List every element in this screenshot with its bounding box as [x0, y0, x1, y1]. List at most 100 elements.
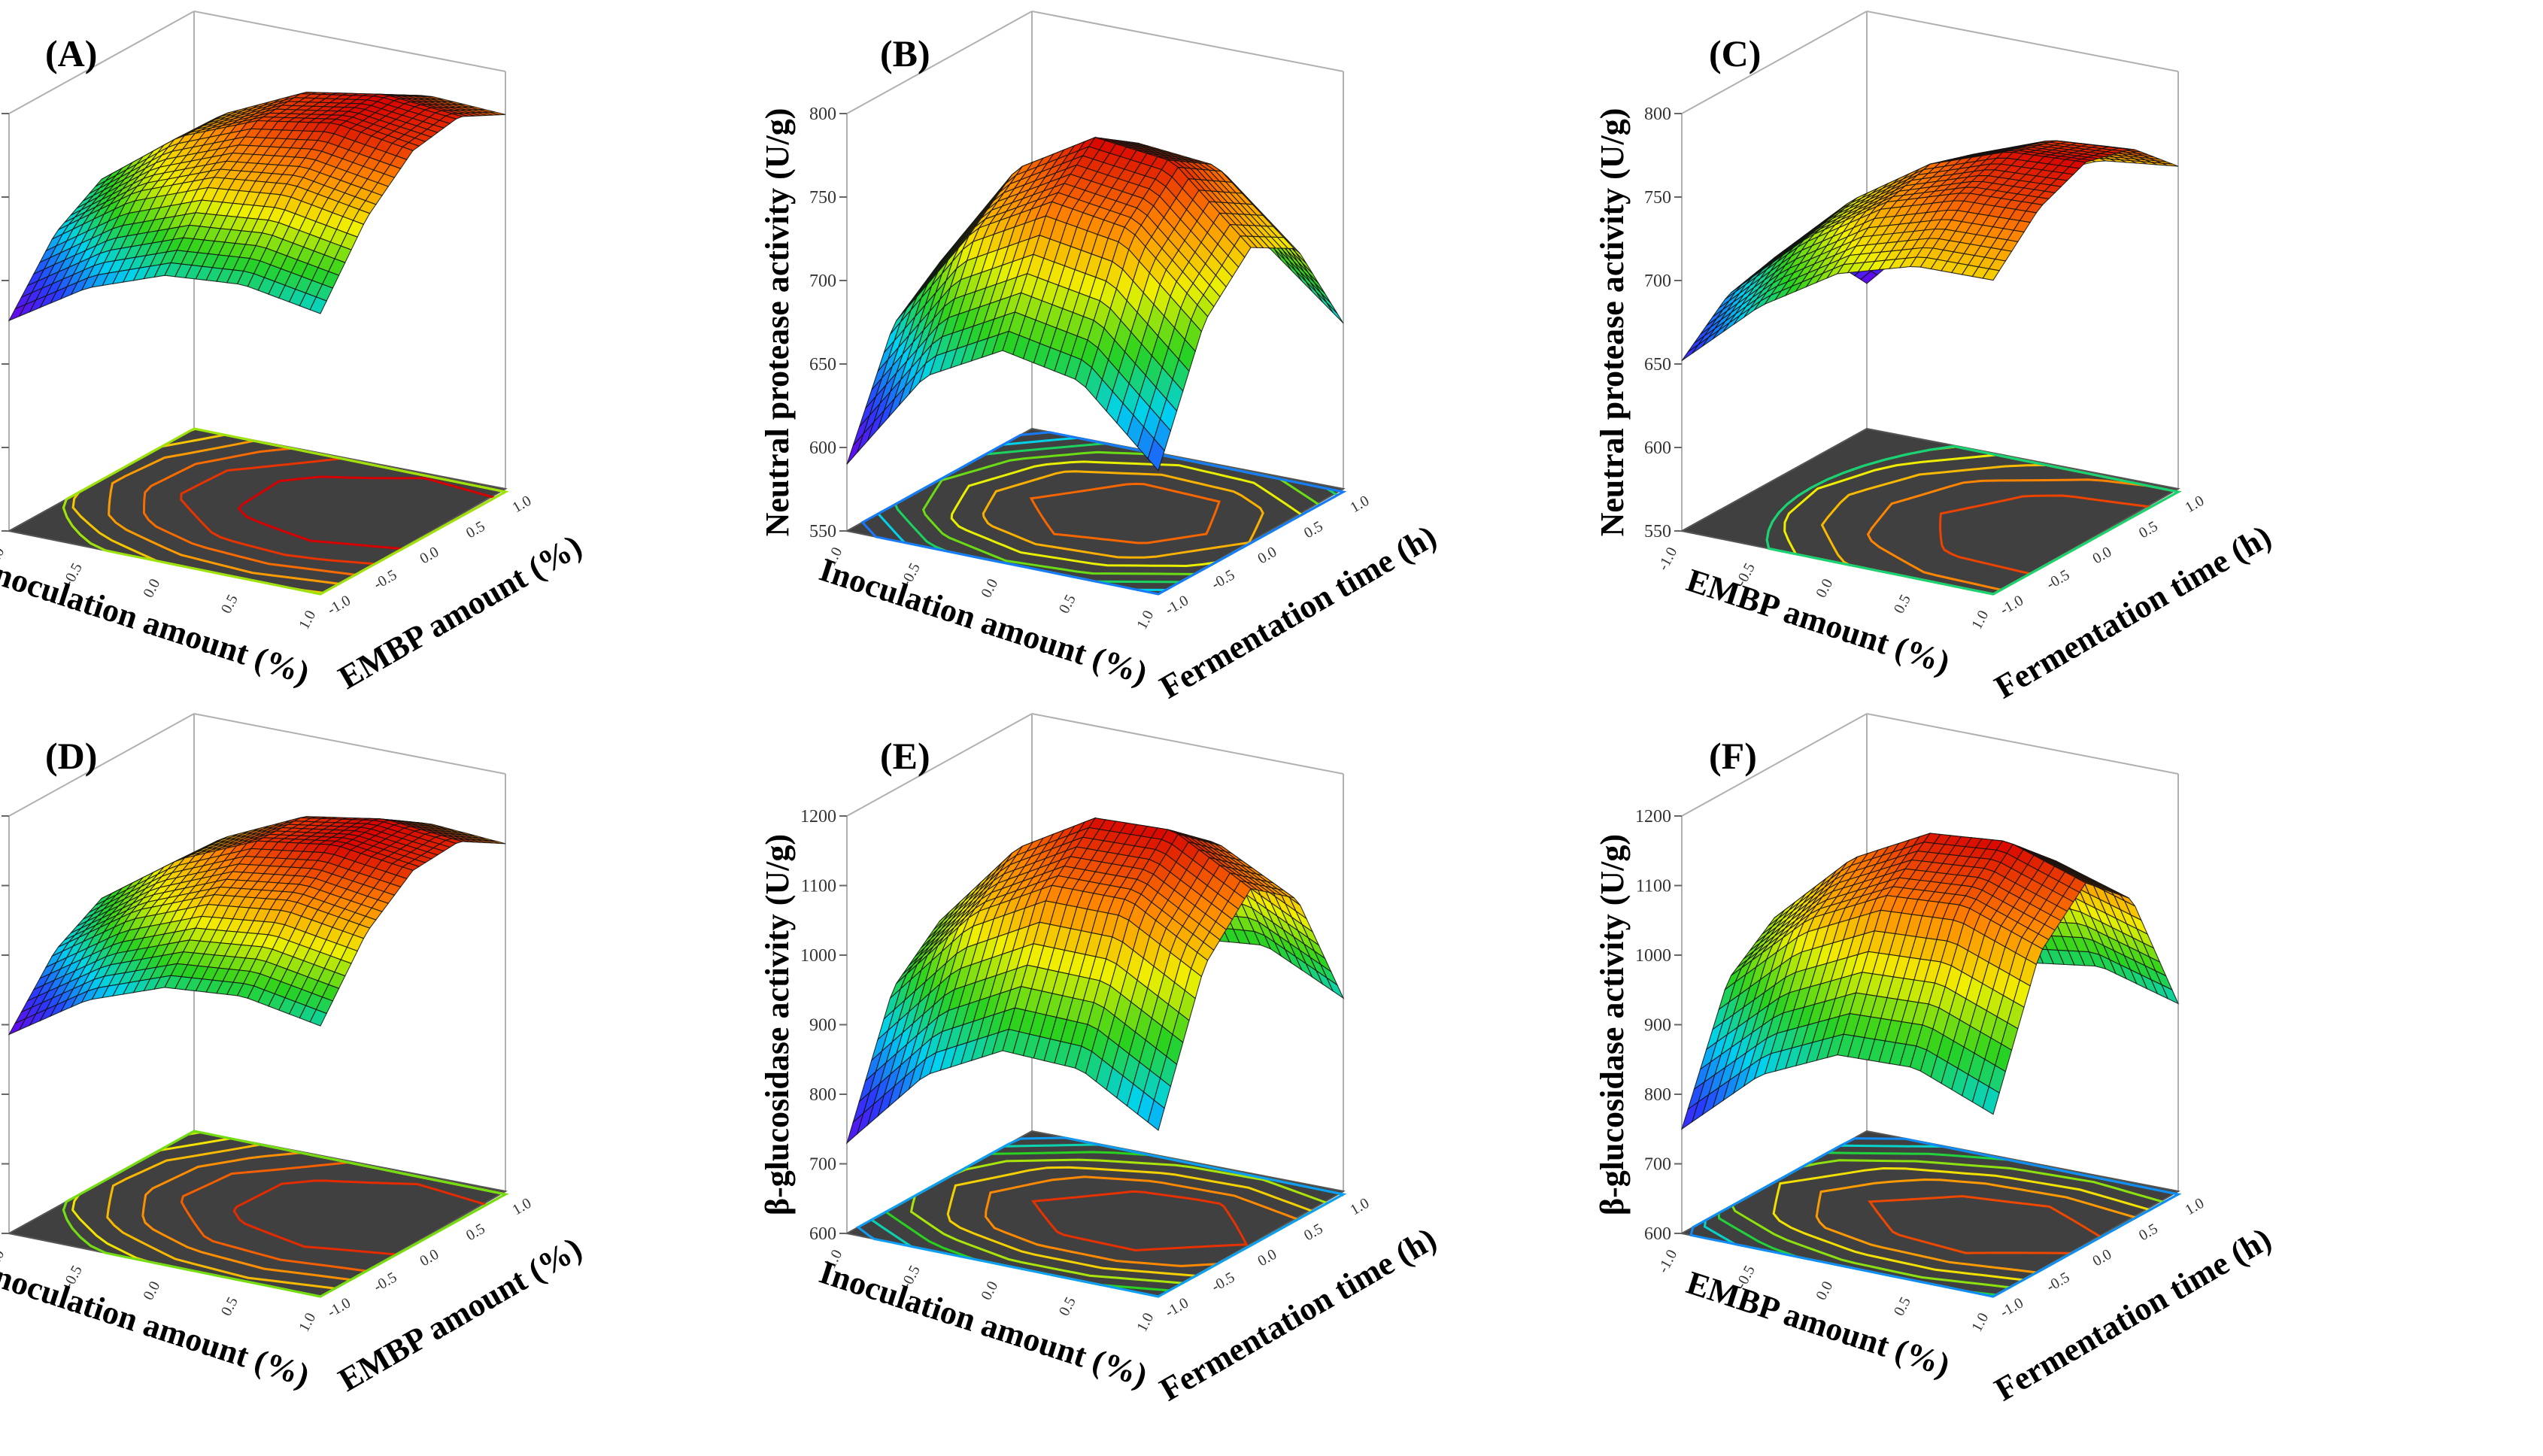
y-tick-label: 1.0 [510, 1195, 535, 1219]
z-tick-label: 1100 [801, 877, 836, 896]
y-tick-label: 0.0 [1255, 1246, 1280, 1270]
z-tick-label: 1200 [800, 807, 836, 827]
box-top-right-edge [193, 713, 506, 775]
x-tick-label: 1.0 [1133, 608, 1157, 632]
y-tick-label: -1.0 [1998, 1294, 2026, 1321]
panel-label: (E) [880, 735, 930, 777]
y-tick-label: 1.0 [2183, 493, 2208, 517]
z-tick-label: 900 [1644, 1016, 1671, 1036]
y-tick-label: 1.0 [2183, 1195, 2208, 1219]
z-tick-label: 750 [809, 188, 836, 208]
x-tick-label: 0.0 [978, 1279, 1001, 1303]
z-axis-title: β-glucosidase activity (U/g) [759, 834, 796, 1215]
y-tick-label: -0.5 [371, 1269, 399, 1295]
z-tick-label: 800 [1644, 1085, 1671, 1105]
x-tick-label: 0.5 [1891, 592, 1914, 616]
box-top-right-edge [1866, 11, 2179, 72]
z-tick-label: 650 [1644, 355, 1671, 375]
z-tick-label: 800 [1644, 105, 1671, 124]
response-surface [1681, 140, 2179, 362]
contour-line [1765, 444, 2182, 596]
box-top-right-edge [1031, 11, 1344, 72]
y-tick-label: -0.5 [1209, 1269, 1237, 1295]
panel-label: (D) [45, 735, 97, 777]
z-tick-label: 750 [1644, 188, 1671, 208]
y-tick-label: -1.0 [1163, 592, 1191, 618]
box-top-left-edge [846, 11, 1033, 114]
z-tick-label: 900 [809, 1016, 836, 1036]
z-tick-label: 700 [1644, 1155, 1671, 1175]
contour-line [1939, 494, 2155, 575]
contour-line [860, 431, 1347, 596]
box-top-left-edge [8, 713, 195, 817]
x-tick-label: 0.0 [1813, 576, 1836, 600]
contour-line [950, 460, 1304, 568]
y-tick-label: 0.5 [2136, 518, 2161, 542]
z-tick-label: 550 [1644, 522, 1671, 541]
x-tick-label: 0.5 [1891, 1294, 1914, 1318]
y-tick-label: 0.5 [1301, 518, 1326, 542]
z-tick-label: 800 [809, 105, 836, 124]
z-tick-label: 650 [809, 355, 836, 375]
box-top-right-edge [1031, 713, 1344, 775]
response-surface [846, 136, 1344, 472]
z-tick-label: 700 [809, 271, 836, 291]
y-tick-label: 0.0 [417, 544, 442, 568]
response-surface [8, 92, 506, 322]
surface-cell [309, 296, 327, 314]
y-tick-label: -1.0 [1163, 1294, 1191, 1321]
x-tick-label: -1.0 [1655, 544, 1680, 573]
x-tick-label: -1.0 [1655, 1247, 1680, 1276]
z-tick-label: 1200 [1635, 807, 1671, 827]
z-tick-label: 550 [809, 522, 836, 541]
x-tick-label: 0.0 [140, 1279, 163, 1303]
surface-cell [1147, 438, 1165, 472]
box-top-right-edge [193, 11, 506, 72]
contour-line [237, 475, 498, 551]
x-tick-label: 1.0 [296, 1310, 319, 1334]
z-tick-label: 1000 [800, 946, 836, 966]
contour-line [982, 470, 1264, 559]
y-tick-label: -0.5 [1209, 566, 1237, 593]
x-tick-label: 0.0 [1813, 1279, 1836, 1303]
x-axis-title: EMBP amount (%) [1683, 562, 1955, 681]
x-tick-label: -1.0 [0, 544, 8, 573]
y-tick-label: 0.0 [2090, 544, 2115, 568]
y-tick-label: 1.0 [510, 493, 535, 517]
y-tick-label: -1.0 [325, 592, 354, 618]
box-top-left-edge [846, 713, 1033, 817]
box-top-left-edge [1681, 11, 1868, 114]
y-tick-label: 0.0 [417, 1246, 442, 1270]
x-tick-label: 0.0 [140, 576, 163, 600]
z-tick-label: 700 [1644, 271, 1671, 291]
response-surface [1681, 832, 2180, 1130]
panel-label: (A) [45, 32, 97, 74]
x-tick-label: 1.0 [1133, 1310, 1157, 1334]
y-tick-label: -1.0 [1998, 592, 2026, 618]
y-tick-label: -0.5 [2044, 566, 2072, 593]
z-tick-label: 600 [1644, 1224, 1671, 1244]
y-tick-label: 0.5 [463, 518, 488, 542]
x-tick-label: 0.5 [218, 1294, 241, 1318]
z-tick-label: 800 [809, 1085, 836, 1105]
response-surface [845, 817, 1345, 1145]
panel-a: 550600650700750800-1.0-0.50.00.51.0-1.0-… [0, 11, 588, 696]
y-tick-label: 1.0 [1348, 1195, 1373, 1219]
y-tick-label: 0.0 [2090, 1246, 2115, 1270]
z-tick-label: 1100 [1636, 877, 1671, 896]
y-tick-label: 0.5 [2136, 1221, 2161, 1245]
y-tick-label: 0.5 [463, 1221, 488, 1245]
contour-line [1029, 482, 1221, 544]
z-tick-label: 600 [809, 438, 836, 458]
x-tick-label: 1.0 [1968, 608, 1992, 632]
x-tick-label: 0.0 [978, 576, 1001, 600]
y-tick-label: 1.0 [1348, 493, 1373, 517]
contour-line [62, 427, 509, 596]
y-tick-label: 0.5 [1301, 1221, 1326, 1245]
x-tick-label: 0.5 [1056, 592, 1079, 616]
z-tick-label: 700 [809, 1155, 836, 1175]
y-tick-label: -1.0 [325, 1294, 354, 1321]
